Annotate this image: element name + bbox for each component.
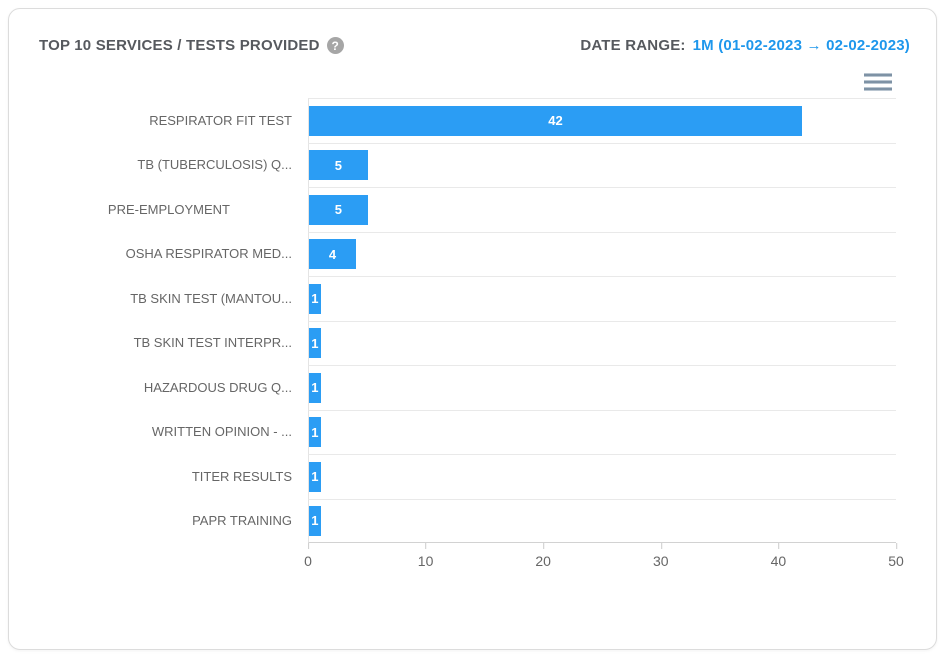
bar-value-label: 4 [328,246,337,262]
bar[interactable]: 5 [309,150,368,181]
bar[interactable]: 5 [309,194,368,225]
chart-row: OSHA RESPIRATOR MED... 4 [9,231,896,276]
chart-row: HAZARDOUS DRUG Q... 1 [9,365,896,410]
chart-row: WRITTEN OPINION - ... 1 [9,409,896,454]
category-label: OSHA RESPIRATOR MED... [125,246,292,262]
bar-value-label: 1 [311,513,319,529]
chart-row: TB SKIN TEST (MANTOU... 1 [9,276,896,321]
bar[interactable]: 1 [309,328,321,359]
bar-track: 1 [308,276,896,321]
chart-row: TB SKIN TEST INTERPR... 1 [9,320,896,365]
chart-row: TITER RESULTS 1 [9,454,896,499]
chart-title: TOP 10 SERVICES / TESTS PROVIDED [39,37,320,54]
x-tick-label: 0 [304,543,312,569]
category-label: PAPR TRAINING [192,513,292,529]
bar-track: 1 [308,320,896,365]
x-tick-label: 10 [418,543,433,569]
bar-value-label: 5 [334,202,342,218]
chart-row: PAPR TRAINING 1 [9,498,896,543]
chart-row: TB (TUBERCULOSIS) Q... 5 [9,142,896,187]
bar[interactable]: 4 [309,239,356,270]
bar-track: 4 [308,231,896,276]
date-range: DATE RANGE: 1M (01-02-2023 → 02-02-2023) [580,37,910,54]
help-icon-glyph: ? [331,38,339,53]
bar-track: 5 [308,187,896,232]
x-tick-label: 40 [771,543,786,569]
category-label: RESPIRATOR FIT TEST [149,112,292,128]
category-label: TB (TUBERCULOSIS) Q... [137,157,292,173]
chart-plot-area: RESPIRATOR FIT TEST 42 TB (TUBERCULOSIS)… [9,98,896,543]
x-axis: 0 10 20 30 40 50 [304,543,904,573]
bar-value-label: 1 [311,380,319,396]
chart-card: TOP 10 SERVICES / TESTS PROVIDED ? DATE … [8,8,937,650]
bar-value-label: 42 [548,113,563,129]
category-label: TB SKIN TEST INTERPR... [133,335,292,351]
bar-track: 42 [308,98,896,143]
bar[interactable]: 1 [309,505,321,536]
chart-header: TOP 10 SERVICES / TESTS PROVIDED ? DATE … [9,9,936,55]
hamburger-icon [864,80,892,84]
category-label: TB SKIN TEST (MANTOU... [130,290,292,306]
x-tick-label: 20 [535,543,551,569]
bar[interactable]: 42 [309,105,803,136]
date-range-value: 1M (01-02-2023 → 02-02-2023) [692,37,910,54]
bar-value-label: 1 [311,469,319,485]
bar[interactable]: 1 [309,417,321,448]
chart-row: PRE-EMPLOYMENT 5 [9,187,896,232]
bar-track: 1 [308,498,896,543]
bar-track: 5 [308,142,896,187]
bar-chart: RESPIRATOR FIT TEST 42 TB (TUBERCULOSIS)… [9,98,936,573]
category-label: PRE-EMPLOYMENT [107,201,230,217]
hamburger-icon [864,73,892,77]
help-icon[interactable]: ? [326,37,344,54]
bar-track: 1 [308,454,896,499]
x-tick-label: 50 [888,543,904,569]
bar-track: 1 [308,365,896,410]
chart-row: RESPIRATOR FIT TEST 42 [9,98,896,143]
bar-value-label: 1 [311,424,319,440]
category-label: HAZARDOUS DRUG Q... [143,379,292,395]
category-label: TITER RESULTS [191,468,292,484]
chart-export-menu-button[interactable] [864,72,892,92]
date-range-label: DATE RANGE: [580,37,686,54]
bar-value-label: 1 [311,335,319,351]
bar-value-label: 5 [334,157,342,173]
hamburger-icon [864,87,892,91]
bar-track: 1 [308,409,896,454]
bar[interactable]: 1 [309,372,321,403]
bar-value-label: 1 [311,291,319,307]
bar[interactable]: 1 [309,461,321,492]
bar[interactable]: 1 [309,283,321,314]
x-tick-label: 30 [653,543,669,569]
category-label: WRITTEN OPINION - ... [151,424,292,440]
